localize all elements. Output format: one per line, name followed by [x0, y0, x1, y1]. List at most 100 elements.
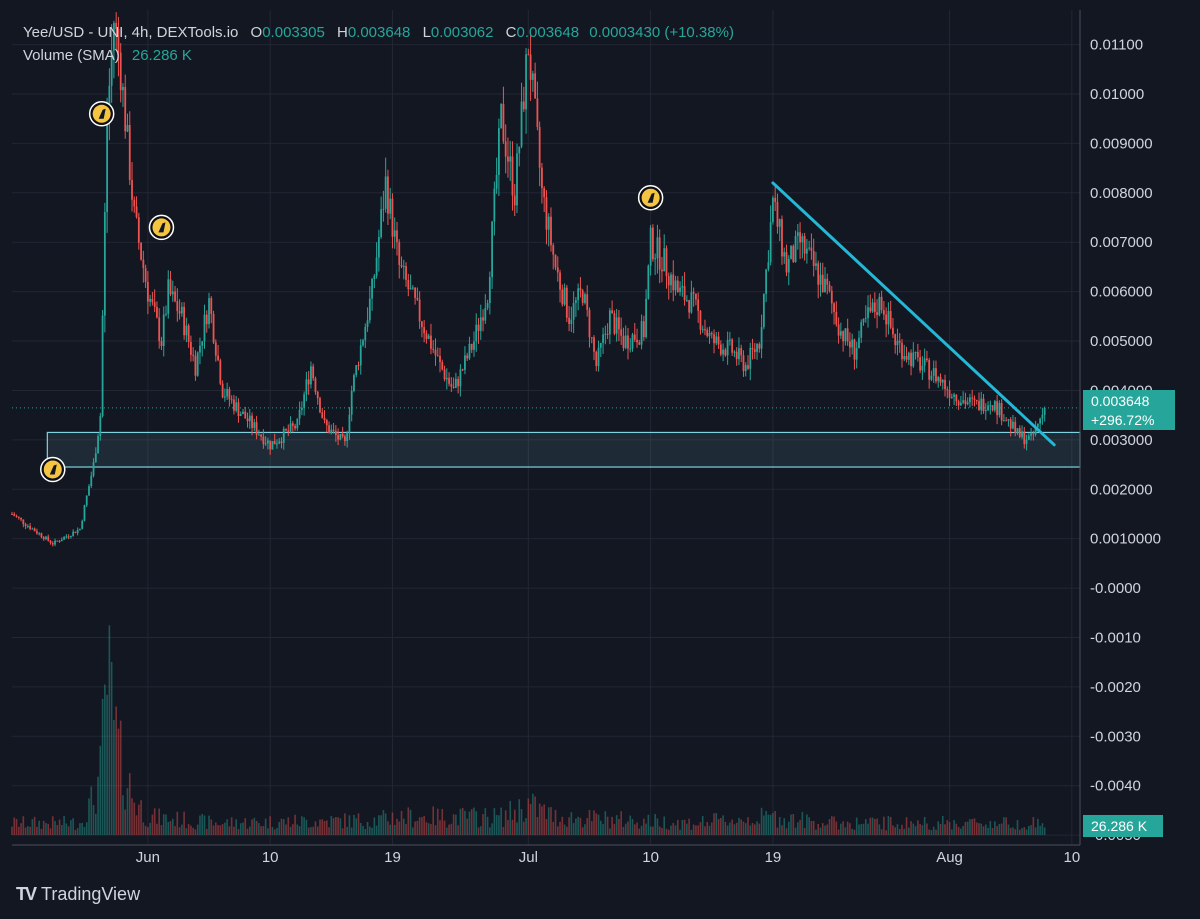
volume-bar: [835, 821, 838, 835]
candle-body: [60, 539, 63, 542]
volume-bar: [461, 807, 464, 835]
candle-body: [36, 531, 38, 534]
volume-bar: [747, 817, 749, 835]
volume-bar: [670, 825, 672, 835]
candle-body: [230, 399, 233, 401]
candle-body: [364, 326, 367, 341]
candle-body: [190, 341, 192, 355]
tradingview-brand[interactable]: TV TradingView: [16, 884, 140, 905]
candle-body: [99, 416, 102, 437]
volume-bar: [600, 820, 602, 835]
volume-bar: [921, 825, 924, 835]
candle-body: [470, 343, 473, 350]
candle-body: [167, 279, 170, 314]
volume-bar: [212, 825, 215, 835]
volume-bar: [518, 799, 521, 835]
candle-body: [810, 247, 813, 251]
candle-body: [950, 396, 953, 398]
volume-bar: [151, 814, 154, 835]
candle-body: [656, 237, 659, 259]
volume-bar: [92, 805, 95, 835]
candle-body: [860, 322, 863, 338]
volume-bar: [643, 818, 645, 835]
candle-body: [409, 288, 412, 290]
volume-bar: [414, 821, 416, 835]
candle-body: [645, 298, 647, 338]
y-tick-label: 0.003000: [1090, 432, 1153, 449]
volume-bar: [165, 814, 167, 835]
volume-bar: [697, 825, 699, 835]
volume-bar: [695, 825, 697, 835]
candle-body: [366, 320, 369, 327]
volume-bar: [611, 816, 613, 835]
volume-bar: [27, 826, 29, 835]
candle-body: [624, 335, 627, 348]
candle-body: [1014, 421, 1017, 434]
volume-bar: [477, 827, 480, 835]
volume-bar: [40, 828, 43, 835]
volume-bar: [371, 827, 373, 835]
volume-bar: [1037, 818, 1039, 835]
tradingview-logo-icon: TV: [16, 884, 37, 904]
volume-bar: [99, 745, 102, 835]
candle-body: [158, 317, 161, 342]
candle-body: [701, 329, 704, 331]
volume-bar: [991, 827, 994, 835]
candle-body: [396, 230, 398, 243]
volume-bar: [620, 811, 622, 835]
volume-bar: [174, 826, 176, 835]
candle-body: [160, 341, 163, 347]
volume-bar: [375, 825, 378, 835]
candle-body: [971, 397, 974, 399]
y-tick-label: 0.009000: [1090, 135, 1153, 152]
volume-bar: [849, 823, 851, 835]
volume-bar: [49, 828, 52, 835]
volume-bar: [844, 827, 847, 835]
candle-body: [941, 379, 944, 383]
candle-body: [633, 334, 636, 340]
volume-bar: [400, 810, 403, 835]
candle-body: [362, 340, 364, 346]
candle-body: [502, 103, 505, 142]
candle-body: [842, 331, 845, 342]
candle-body: [219, 360, 222, 384]
y-tick-label: 0.002000: [1090, 481, 1153, 498]
volume-bar: [846, 821, 849, 835]
candle-body: [38, 533, 41, 535]
candle-body: [1030, 433, 1032, 436]
candle-body: [430, 335, 432, 349]
volume-bar: [749, 825, 752, 835]
candle-body: [948, 390, 951, 398]
candle-body: [980, 398, 983, 411]
volume-bar: [108, 625, 111, 835]
volume-bar: [688, 818, 690, 835]
candle-body: [393, 230, 396, 237]
candle-body: [846, 328, 849, 342]
volume-bar: [353, 814, 355, 835]
volume-bar: [1023, 827, 1026, 835]
candle-body: [176, 301, 179, 312]
volume-bar: [722, 815, 724, 835]
volume-bar: [1003, 817, 1005, 835]
candle-body: [516, 153, 518, 206]
volume-badge: 26.286 K: [1083, 815, 1163, 837]
candle-body: [772, 197, 774, 223]
volume-bar: [369, 826, 371, 835]
candle-body: [629, 348, 632, 350]
candle-body: [636, 339, 638, 343]
volume-bar: [1032, 817, 1035, 835]
candle-body: [622, 335, 625, 348]
volume-bar: [713, 813, 715, 835]
volume-bar: [534, 796, 536, 835]
candle-body: [69, 536, 72, 538]
candle-body: [113, 22, 115, 51]
volume-bar: [389, 824, 391, 835]
y-tick-label: 0.0010000: [1090, 531, 1161, 548]
candle-body: [760, 327, 763, 349]
candle-body: [454, 378, 457, 388]
candle-body: [527, 54, 530, 56]
y-tick-label: -0.0010: [1090, 629, 1141, 646]
change-percent: +296.72%: [1091, 412, 1155, 428]
candle-body: [969, 397, 971, 403]
